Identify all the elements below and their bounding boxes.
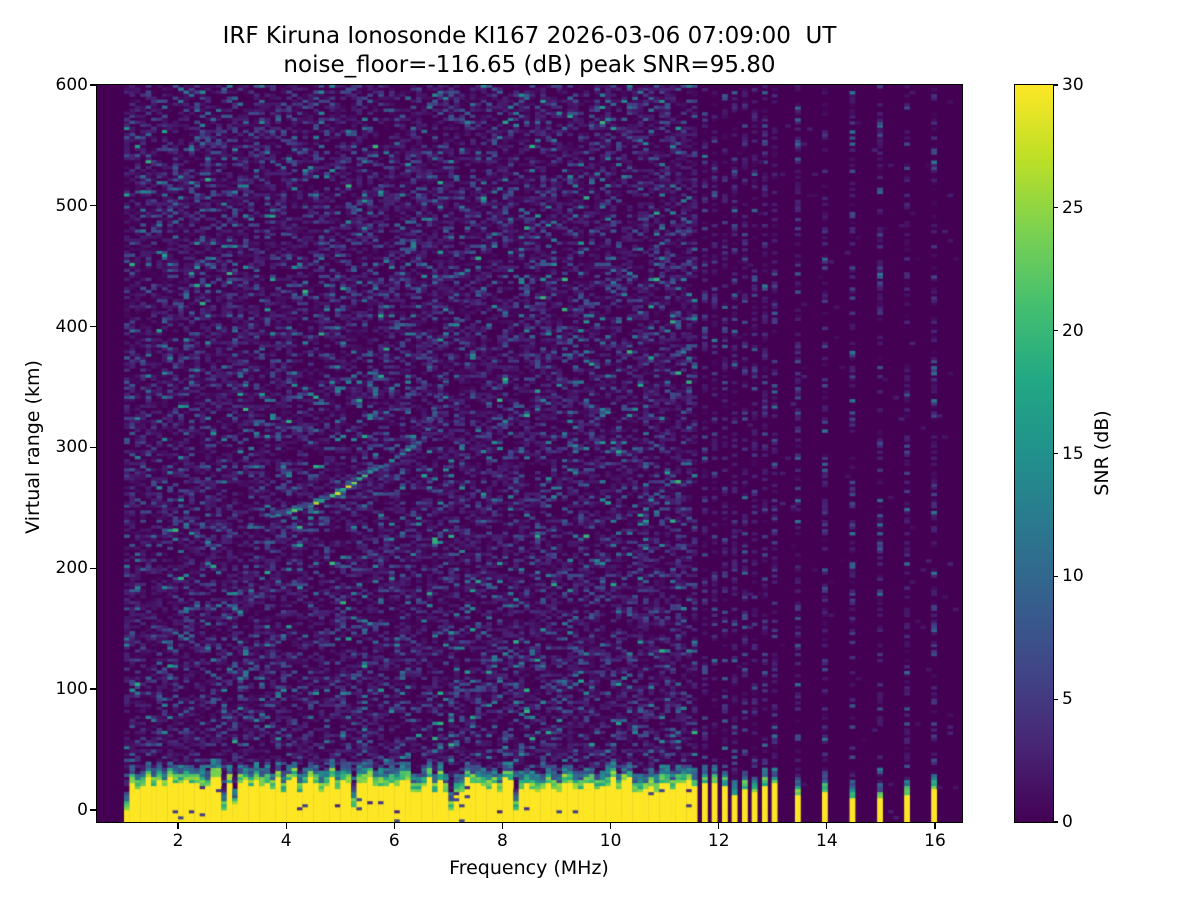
x-tick <box>826 823 828 829</box>
colorbar-tick <box>1053 821 1058 823</box>
x-tick <box>285 823 287 829</box>
x-tick <box>501 823 504 829</box>
colorbar-tick-label: 5 <box>1062 689 1073 710</box>
x-tick-label: 4 <box>280 831 292 851</box>
colorbar-tick-label: 0 <box>1062 812 1073 832</box>
colorbar-tick <box>1053 330 1058 332</box>
colorbar-tick <box>1053 575 1058 577</box>
heatmap-plot-area <box>96 84 963 823</box>
x-tick-label: 6 <box>388 831 400 851</box>
x-tick <box>177 823 179 829</box>
y-tick-label: 600 <box>55 75 88 95</box>
x-tick-label: 14 <box>816 831 838 851</box>
y-tick <box>90 446 96 449</box>
colorbar-tick-label: 30 <box>1062 75 1084 95</box>
plot-title-line1: IRF Kiruna Ionosonde KI167 2026-03-06 07… <box>222 23 837 49</box>
ionogram-canvas <box>97 85 962 822</box>
x-tick-label: 12 <box>707 831 730 851</box>
colorbar-tick <box>1053 452 1058 455</box>
y-tick <box>90 84 96 86</box>
colorbar-tick-label: 10 <box>1062 566 1084 587</box>
x-tick-label: 10 <box>599 831 622 851</box>
y-tick <box>90 205 96 207</box>
x-tick <box>718 823 720 829</box>
y-tick <box>90 567 96 569</box>
x-tick-label: 16 <box>924 831 946 851</box>
y-tick-label: 0 <box>77 799 88 820</box>
x-tick-label: 2 <box>172 831 184 851</box>
colorbar-tick-label: 15 <box>1062 443 1084 464</box>
y-tick <box>90 326 96 328</box>
y-tick-label: 200 <box>55 558 88 579</box>
y-tick <box>90 809 96 811</box>
x-axis-label: Frequency (MHz) <box>449 857 609 879</box>
colorbar-label: SNR (dB) <box>1091 410 1113 496</box>
colorbar-gradient <box>1015 85 1053 822</box>
y-tick-label: 400 <box>55 316 88 337</box>
colorbar <box>1014 84 1054 823</box>
y-tick-label: 100 <box>55 679 88 700</box>
colorbar-tick-label: 25 <box>1062 197 1084 218</box>
x-tick-label: 8 <box>497 831 508 851</box>
y-tick-label: 500 <box>55 195 88 216</box>
y-tick <box>90 688 96 690</box>
plot-title-line2: noise_floor=-116.65 (dB) peak SNR=95.80 <box>283 52 776 78</box>
x-tick <box>393 823 395 829</box>
colorbar-tick <box>1053 84 1058 86</box>
x-tick <box>609 823 612 829</box>
y-tick-label: 300 <box>55 437 88 458</box>
colorbar-tick <box>1053 698 1058 700</box>
x-tick <box>934 823 936 829</box>
colorbar-tick-label: 20 <box>1062 320 1084 341</box>
colorbar-tick <box>1053 207 1058 209</box>
